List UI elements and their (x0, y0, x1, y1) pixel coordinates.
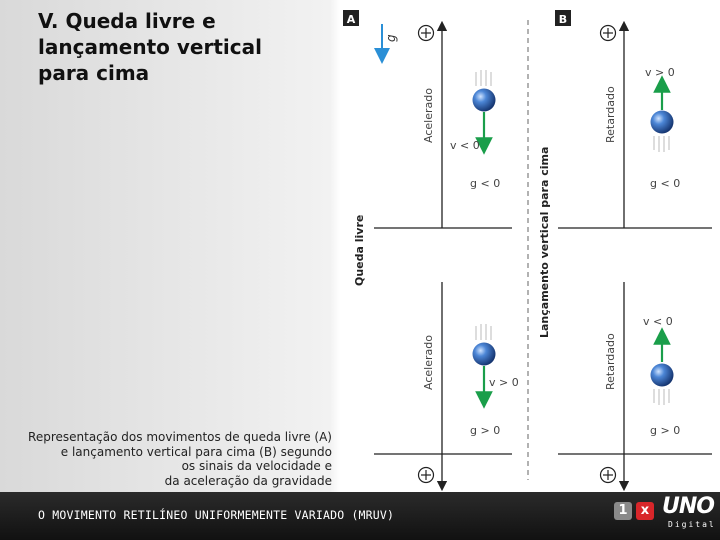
b-bottom-acceleration: g > 0 (650, 424, 680, 437)
panel-a-badge (343, 10, 359, 26)
uno-logo-sub: Digital (668, 520, 716, 529)
b-bottom-motion: Retardado (604, 333, 617, 390)
title-line-1: V. Queda livre e (38, 9, 216, 33)
plus-origin-icon (599, 24, 617, 42)
b-top-acceleration: g < 0 (650, 177, 680, 190)
caption-line-4: da aceleração da gravidade (164, 473, 332, 488)
caption-line-1: Representação dos movimentos de queda li… (28, 430, 332, 444)
caption-line-3: os sinais da velocidade e (181, 459, 332, 474)
footer-bar: O MOVIMENTO RETILÍNEO UNIFORMEMENTE VARI… (0, 492, 720, 540)
plus-origin-icon (599, 466, 617, 484)
physics-figure: A B g Queda livre Lançamento vertical pa… (340, 0, 720, 492)
ball-b-bottom (650, 363, 674, 387)
ball-a-top (472, 88, 496, 112)
b-top-motion: Retardado (604, 86, 617, 143)
slide-title: V. Queda livre e lançamento vertical par… (38, 8, 328, 86)
gravity-symbol: g (384, 34, 398, 42)
a-top-velocity: v < 0 (450, 139, 480, 152)
a-top-motion: Acelerado (422, 88, 435, 143)
logo-box-one: 1 (614, 502, 632, 520)
side-label-a: Queda livre (353, 215, 366, 286)
plus-origin-icon (417, 466, 435, 484)
uno-logo: UNO (662, 494, 715, 519)
side-label-b: Lançamento vertical para cima (538, 147, 551, 338)
caption-line-2: e lançamento vertical para cima (B) segu… (60, 444, 332, 459)
a-bottom-motion: Acelerado (422, 335, 435, 390)
plus-origin-icon (417, 24, 435, 42)
a-top-acceleration: g < 0 (470, 177, 500, 190)
title-line-2: lançamento vertical (38, 35, 262, 59)
b-bottom-velocity: v < 0 (643, 315, 673, 328)
panel-b-label: B (559, 13, 567, 26)
panel-b-badge (555, 10, 571, 26)
a-bottom-acceleration: g > 0 (470, 424, 500, 437)
a-bottom-velocity: v > 0 (489, 376, 519, 389)
ball-a-bottom (472, 342, 496, 366)
logo-box-x: x (636, 502, 654, 520)
panel-a-label: A (347, 13, 356, 26)
title-line-3: para cima (38, 61, 150, 85)
footer-title: O MOVIMENTO RETILÍNEO UNIFORMEMENTE VARI… (38, 508, 395, 522)
ball-b-top (650, 110, 674, 134)
figure-caption: Representação dos movimentos de queda li… (14, 430, 332, 488)
b-top-velocity: v > 0 (645, 66, 675, 79)
